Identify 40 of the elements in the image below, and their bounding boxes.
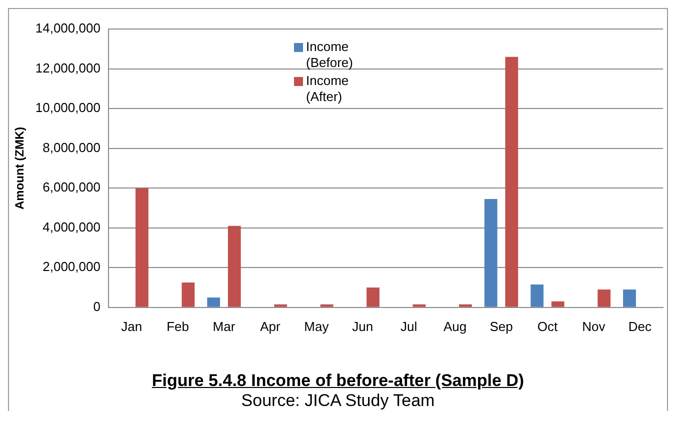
x-tick-label: Nov: [582, 318, 606, 334]
bar: [459, 304, 472, 307]
y-tick-label: 8,000,000: [42, 140, 100, 155]
y-tick-label: 12,000,000: [35, 60, 100, 76]
y-axis-title: Amount (ZMK): [12, 126, 27, 210]
y-tick-label: 6,000,000: [42, 180, 100, 195]
y-tick-label: 14,000,000: [35, 20, 100, 36]
x-tick-label: Sep: [490, 318, 513, 334]
x-tick-label: Aug: [443, 318, 467, 334]
legend-label: Income (Before): [306, 39, 354, 71]
source-note: Source: JICA Study Team: [240, 391, 436, 411]
y-tick-label: 2,000,000: [42, 259, 100, 274]
bar: [207, 297, 220, 307]
bar: [228, 226, 241, 307]
bar: [320, 304, 334, 307]
legend-label: Income (After): [306, 73, 350, 105]
bar: [530, 284, 544, 307]
x-tick-label: Feb: [166, 318, 189, 334]
x-tick-label: Jul: [400, 318, 418, 334]
x-tick-label: Dec: [628, 318, 652, 334]
y-tick-label: 4,000,000: [42, 219, 100, 234]
bar: [412, 304, 426, 307]
bar: [182, 282, 195, 307]
bar: [484, 199, 498, 307]
text: Figure 5.4.8 Income of before-after (Sample D): [150, 371, 526, 391]
bar: [598, 290, 611, 307]
bar: [274, 304, 288, 307]
x-tick-label: Mar: [212, 318, 236, 334]
x-tick-label: Jan: [121, 318, 142, 334]
bar: [623, 290, 636, 307]
bar: [505, 56, 518, 307]
y-tick-label: 0: [93, 298, 100, 314]
y-tick-label: 10,000,000: [35, 100, 100, 116]
bar: [136, 188, 148, 307]
x-tick-label: Oct: [537, 318, 558, 334]
bar: [551, 301, 564, 307]
x-tick-label: May: [304, 318, 330, 334]
x-tick-label: Apr: [260, 318, 281, 334]
x-tick-label: Jun: [352, 318, 374, 334]
bar: [366, 288, 380, 307]
